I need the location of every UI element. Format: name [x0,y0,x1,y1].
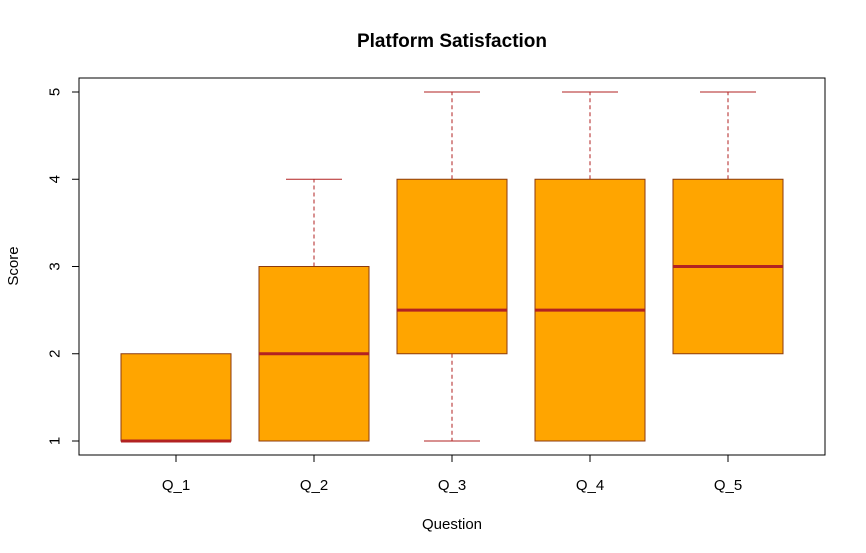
x-tick-label: Q_1 [162,477,190,494]
x-tick-label: Q_4 [576,477,604,494]
x-axis-label: Question [422,516,482,533]
box-group-q-4 [534,91,646,442]
box-group-q-1 [120,353,232,443]
y-tick-label: 2 [46,350,63,358]
chart-title: Platform Satisfaction [357,31,547,52]
box [120,353,232,442]
y-tick-label: 4 [46,175,63,183]
plot-marks [120,91,784,443]
x-axis: Q_1 Q_2 Q_3 Q_4 Q_5 [162,454,742,494]
box-group-q-3 [396,91,508,442]
y-tick-label: 1 [46,437,63,445]
box-group-q-2 [258,178,370,442]
x-tick-label: Q_3 [438,477,466,494]
x-tick-label: Q_2 [300,477,328,494]
y-axis-label: Score [5,246,22,285]
x-tick-label: Q_5 [714,477,742,494]
box-group-q-5 [672,91,784,355]
y-axis: 1 2 3 4 5 [46,88,80,445]
y-tick-label: 5 [46,88,63,96]
y-tick-label: 3 [46,262,63,270]
box [396,178,508,355]
